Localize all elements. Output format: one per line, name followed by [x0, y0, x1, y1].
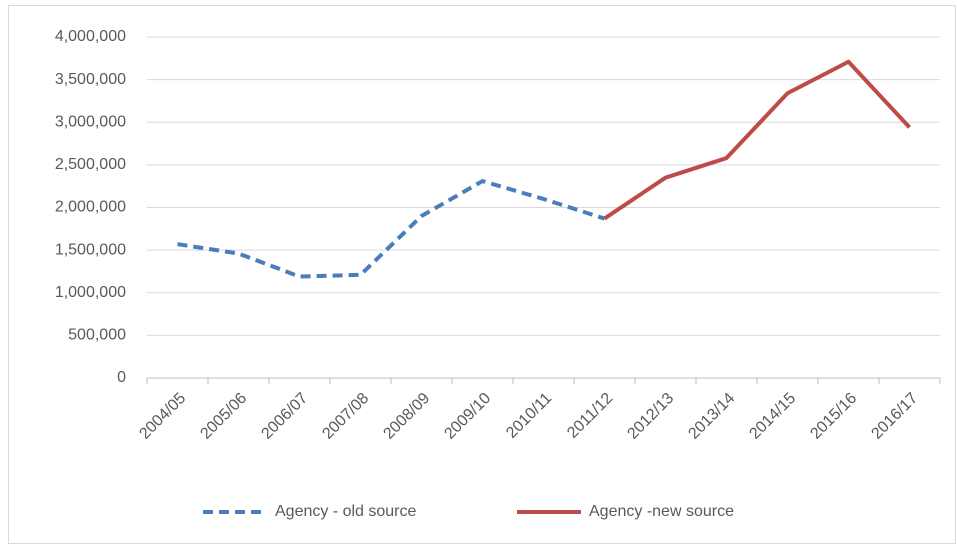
y-tick-label: 4,000,000 [55, 28, 126, 45]
y-tick-label: 2,500,000 [55, 156, 126, 173]
y-tick-label: 0 [117, 369, 126, 386]
y-tick-label: 3,000,000 [55, 113, 126, 130]
y-tick-label: 2,000,000 [55, 199, 126, 216]
chart-border [8, 5, 956, 544]
legend-label: Agency -new source [589, 503, 734, 520]
series-line [603, 59, 911, 221]
y-tick-label: 1,500,000 [55, 241, 126, 258]
series-line [177, 179, 606, 279]
y-tick-label: 1,000,000 [55, 284, 126, 301]
y-tick-label: 500,000 [68, 327, 126, 344]
y-tick-label: 3,500,000 [55, 71, 126, 88]
legend-label: Agency - old source [275, 503, 417, 520]
